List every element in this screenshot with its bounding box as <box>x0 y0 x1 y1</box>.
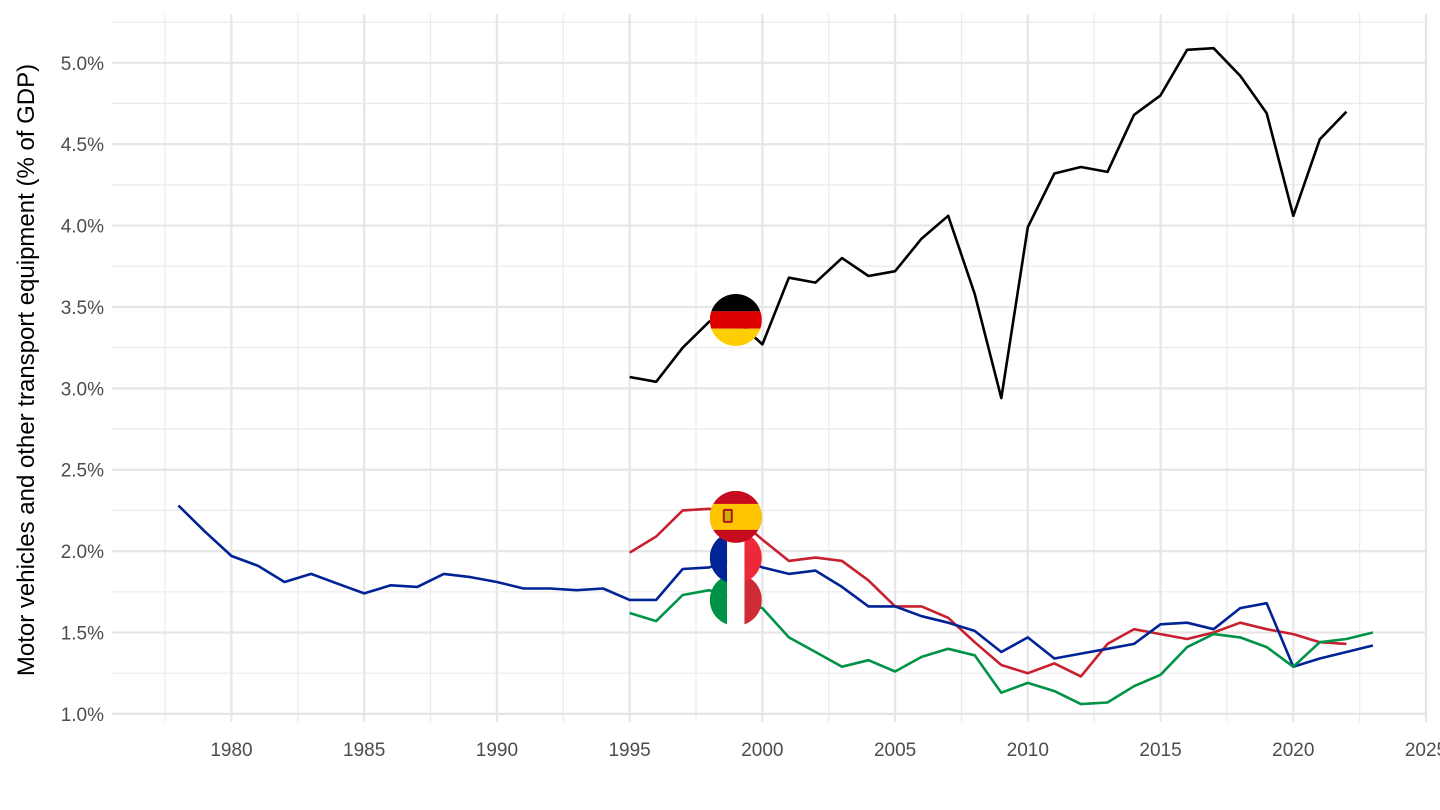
minor-gridlines <box>112 14 1426 722</box>
flag-france-icon <box>709 531 762 584</box>
major-gridlines <box>112 14 1428 722</box>
y-axis-title: Motor vehicles and other transport equip… <box>13 64 40 676</box>
series-line-france <box>177 504 1374 668</box>
y-tick-label: 3.5% <box>61 298 104 319</box>
y-tick-label: 4.5% <box>61 135 104 156</box>
flag-spain-icon <box>709 490 762 543</box>
x-tick-label: 1985 <box>343 740 385 761</box>
y-axis-tick-labels: 1.0% 1.5% 2.0% 2.5% 3.0% 3.5% 4.0% 4.5% 5.0% <box>61 54 104 726</box>
y-tick-label: 1.0% <box>61 705 104 726</box>
x-tick-label: 1990 <box>476 740 518 761</box>
y-tick-label: 3.0% <box>61 379 104 400</box>
x-tick-label: 2015 <box>1139 740 1181 761</box>
x-tick-label: 2020 <box>1272 740 1314 761</box>
x-tick-label: 2005 <box>874 740 916 761</box>
y-tick-label: 2.0% <box>61 542 104 563</box>
x-tick-label: 2000 <box>741 740 783 761</box>
flag-germany-icon <box>709 294 762 346</box>
y-tick-label: 2.5% <box>61 461 104 482</box>
country-flags <box>709 294 762 626</box>
y-tick-label: 5.0% <box>61 54 104 75</box>
x-tick-label: 2025 <box>1405 740 1440 761</box>
y-tick-label: 1.5% <box>61 623 104 644</box>
series-lines <box>177 46 1374 706</box>
x-tick-label: 1995 <box>608 740 650 761</box>
x-tick-label: 1980 <box>210 740 252 761</box>
flag-italy-icon <box>709 573 762 626</box>
x-axis-tick-labels: 1980 1985 1990 1995 2000 2005 2010 2015 2020 2025 <box>210 740 1440 761</box>
x-tick-label: 2010 <box>1007 740 1049 761</box>
y-tick-label: 4.0% <box>61 217 104 238</box>
